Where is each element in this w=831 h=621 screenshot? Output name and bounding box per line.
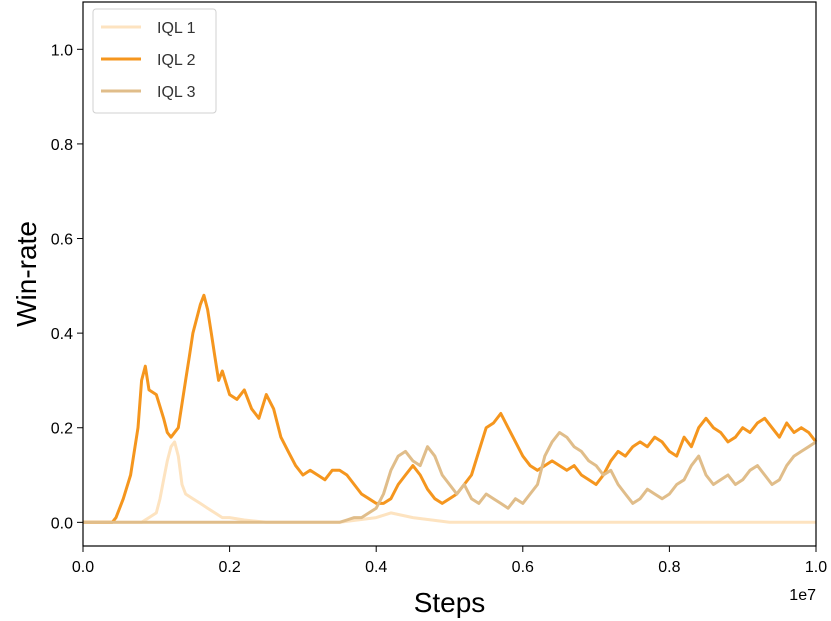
- y-tick-label: 1.0: [51, 42, 73, 59]
- y-tick-label: 0.6: [51, 232, 73, 249]
- series-line-1: [83, 440, 816, 524]
- x-tick-label: 0.0: [72, 559, 94, 576]
- x-tick-label: 0.4: [365, 559, 387, 576]
- y-tick-label: 0.4: [51, 326, 73, 343]
- x-tick-label: 0.2: [218, 559, 240, 576]
- plot-frame: [82, 1, 817, 547]
- y-tick-label: 0.0: [51, 515, 73, 532]
- y-axis: 0.0 0.2 0.4 0.6 0.8 1.0: [51, 42, 83, 532]
- series-line-2: [83, 293, 818, 524]
- x-tick-label: 1.0: [805, 559, 827, 576]
- y-axis-label: Win-rate: [11, 221, 42, 327]
- x-tick-label: 0.8: [658, 559, 680, 576]
- y-tick-label: 0.2: [51, 421, 73, 438]
- legend-label-1: IQL 1: [157, 20, 196, 37]
- series-layer: [83, 293, 818, 524]
- x-axis-label: Steps: [414, 587, 486, 618]
- series-line-3: [83, 431, 817, 524]
- legend-box: [92, 8, 217, 114]
- x-tick-label: 0.6: [512, 559, 534, 576]
- legend: IQL 1 IQL 2 IQL 3: [92, 8, 217, 114]
- legend-label-2: IQL 2: [157, 52, 196, 69]
- x-axis-offset-label: 1e7: [789, 587, 816, 604]
- legend-label-3: IQL 3: [157, 84, 196, 101]
- x-axis: 0.0 0.2 0.4 0.6 0.8 1.0: [72, 546, 827, 576]
- y-tick-label: 0.8: [51, 137, 73, 154]
